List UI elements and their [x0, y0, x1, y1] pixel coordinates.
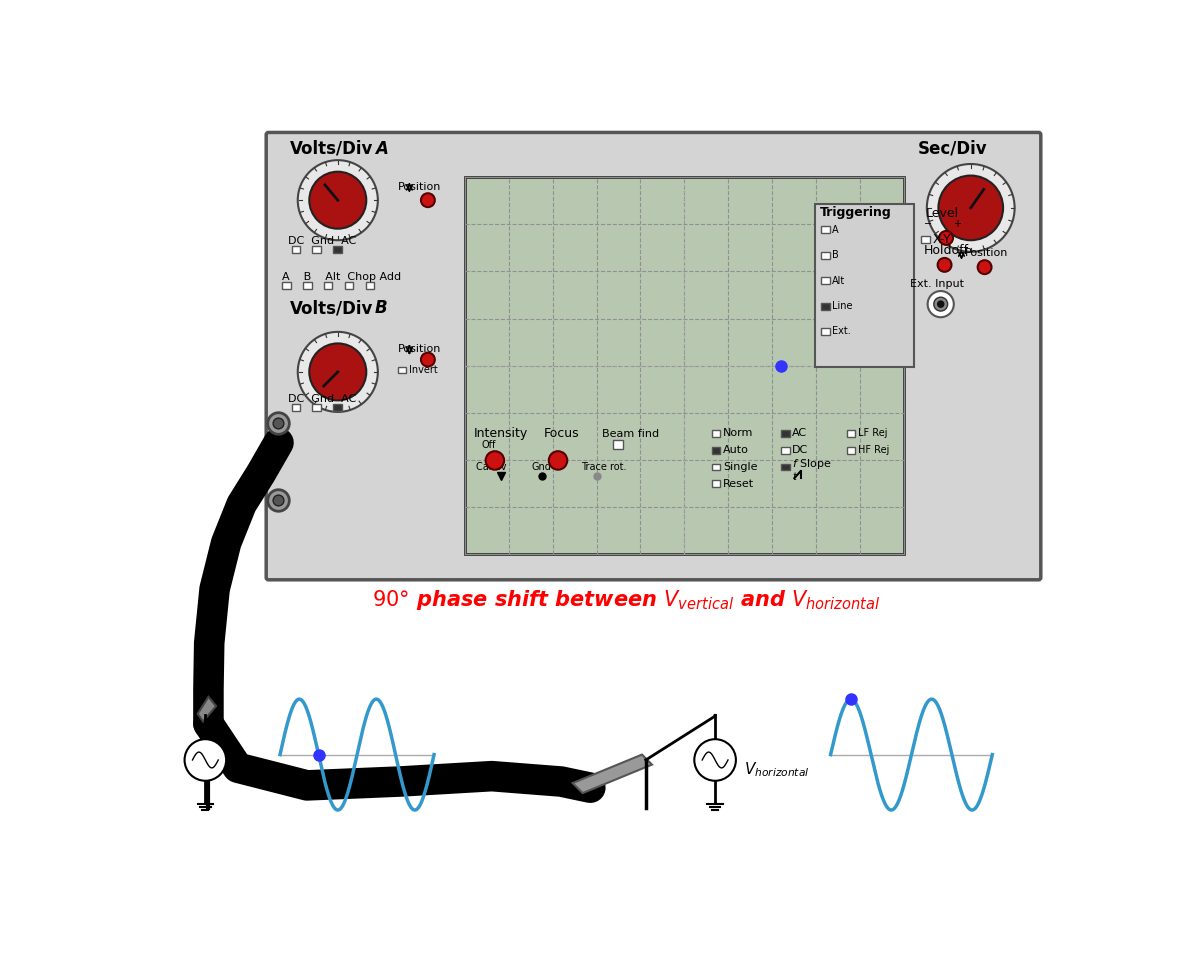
Text: Level: Level: [925, 207, 959, 220]
Bar: [398, 366, 407, 374]
Bar: [781, 446, 790, 453]
Text: $f$ Slope: $f$ Slope: [792, 457, 832, 470]
Bar: [821, 277, 830, 284]
Text: LF Rej: LF Rej: [858, 428, 887, 438]
Text: DC  Gnd  AC: DC Gnd AC: [288, 236, 356, 246]
Bar: [282, 282, 290, 289]
Text: Beam find: Beam find: [602, 428, 659, 439]
Circle shape: [268, 413, 289, 434]
Bar: [366, 282, 374, 289]
Text: Intensity: Intensity: [473, 426, 528, 440]
Polygon shape: [572, 754, 652, 793]
Bar: [312, 247, 320, 253]
Circle shape: [934, 297, 948, 311]
Bar: [847, 446, 856, 453]
Text: Holdoff: Holdoff: [924, 244, 968, 257]
Circle shape: [978, 260, 991, 274]
Text: Volts/Div: Volts/Div: [290, 299, 373, 317]
Text: t: t: [793, 472, 797, 483]
Bar: [344, 282, 353, 289]
Bar: [464, 177, 904, 554]
Bar: [821, 303, 830, 310]
Circle shape: [548, 451, 568, 469]
Bar: [613, 441, 624, 449]
FancyBboxPatch shape: [266, 133, 1040, 579]
Circle shape: [937, 258, 952, 272]
Text: −       +: − +: [924, 219, 961, 229]
Text: Ext. Input: Ext. Input: [910, 279, 964, 290]
Bar: [292, 404, 300, 411]
Circle shape: [185, 739, 226, 781]
Text: Single: Single: [722, 462, 757, 472]
Text: Focus: Focus: [544, 426, 580, 440]
Text: Off: Off: [481, 440, 496, 450]
Text: Gnd: Gnd: [532, 463, 551, 472]
Circle shape: [310, 343, 366, 401]
Circle shape: [274, 495, 284, 506]
Text: DC: DC: [792, 445, 809, 455]
Circle shape: [937, 301, 943, 307]
Text: B: B: [374, 299, 388, 317]
Text: AC: AC: [792, 428, 808, 438]
Text: Volts/Div: Volts/Div: [290, 140, 373, 158]
Bar: [334, 404, 342, 411]
Bar: [312, 404, 320, 411]
Bar: [712, 446, 720, 453]
Bar: [712, 464, 720, 470]
Bar: [781, 429, 790, 437]
Bar: [292, 247, 300, 253]
Text: Cal 1v: Cal 1v: [475, 463, 506, 472]
Circle shape: [486, 451, 504, 469]
Text: Triggering: Triggering: [820, 206, 892, 219]
Text: Ext.: Ext.: [832, 327, 851, 337]
Circle shape: [274, 418, 284, 429]
Bar: [847, 429, 856, 437]
Text: X-Y: X-Y: [932, 232, 950, 246]
Circle shape: [298, 161, 378, 240]
Text: $V_{vertical}$: $V_{vertical}$: [233, 760, 284, 778]
Circle shape: [940, 231, 953, 245]
Text: HF Rej: HF Rej: [858, 445, 889, 455]
Circle shape: [421, 353, 434, 366]
Bar: [815, 204, 913, 367]
Circle shape: [695, 739, 736, 781]
Text: Line: Line: [832, 301, 853, 311]
Bar: [821, 251, 830, 259]
Text: Position: Position: [965, 249, 1009, 258]
Bar: [324, 282, 332, 289]
Text: Trace rot.: Trace rot.: [581, 463, 626, 472]
Polygon shape: [198, 697, 216, 722]
Text: DC  Gnd  AC: DC Gnd AC: [288, 394, 356, 404]
Circle shape: [310, 172, 366, 228]
Text: A: A: [374, 140, 388, 158]
Circle shape: [421, 193, 434, 207]
Text: B: B: [832, 250, 839, 260]
Bar: [821, 227, 830, 233]
Bar: [334, 247, 342, 253]
Circle shape: [268, 489, 289, 511]
Bar: [304, 282, 312, 289]
Text: A    B    Alt  Chop Add: A B Alt Chop Add: [282, 272, 401, 281]
Text: Position: Position: [398, 183, 442, 192]
Text: Invert: Invert: [409, 365, 437, 375]
Text: Norm: Norm: [722, 428, 754, 438]
Text: A: A: [832, 225, 839, 235]
Text: Reset: Reset: [722, 479, 754, 489]
Circle shape: [928, 291, 954, 317]
Text: $\mathit{90°}$ phase shift between $V_{vertical}$ and $V_{horizontal}$: $\mathit{90°}$ phase shift between $V_{v…: [372, 588, 881, 612]
Text: Sec/Div: Sec/Div: [918, 140, 988, 158]
Bar: [712, 429, 720, 437]
Circle shape: [298, 332, 378, 412]
Text: Position: Position: [398, 344, 442, 354]
Text: Alt: Alt: [832, 275, 845, 286]
Text: Auto: Auto: [722, 445, 749, 455]
Text: $V_{horizontal}$: $V_{horizontal}$: [744, 760, 810, 778]
Circle shape: [938, 176, 1003, 240]
Bar: [712, 481, 720, 488]
Circle shape: [926, 164, 1015, 251]
Bar: [821, 328, 830, 335]
Bar: [781, 464, 790, 470]
Bar: [922, 235, 930, 243]
